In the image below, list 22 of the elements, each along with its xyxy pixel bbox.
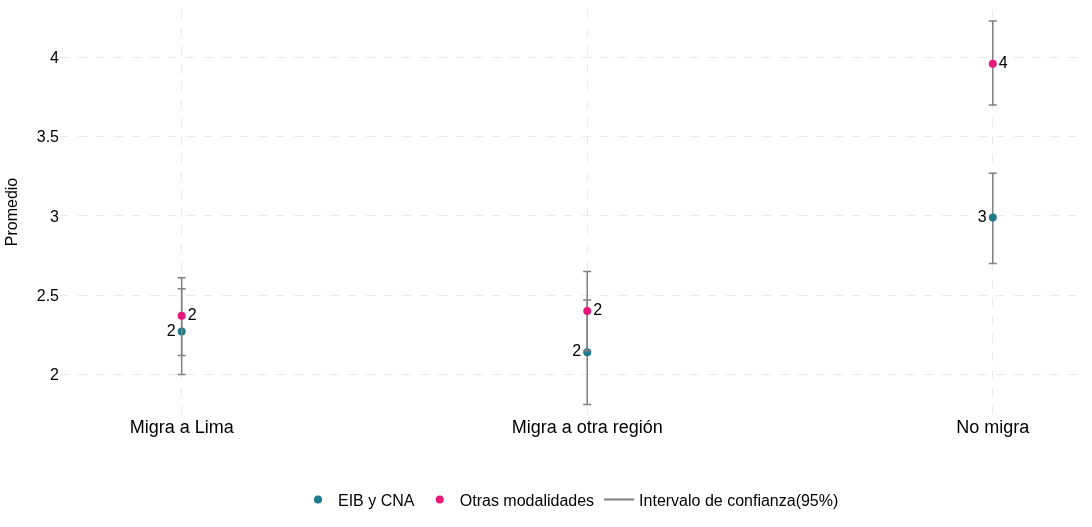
legend-label: EIB y CNA: [338, 491, 415, 509]
y-tick-label: 2: [50, 365, 60, 383]
point: [988, 213, 997, 222]
x-tick-label: Migra a Lima: [129, 417, 235, 437]
data-label: 2: [187, 305, 197, 323]
data-label: 2: [593, 301, 603, 319]
data-label: 2: [166, 321, 176, 339]
data-label: 4: [998, 53, 1008, 71]
y-tick-label: 3: [50, 207, 60, 225]
x-tick-label: Migra a otra región: [511, 417, 663, 437]
y-tick-label: 3.5: [36, 128, 60, 146]
y-axis-title: Promedio: [2, 177, 20, 247]
legend-label: Otras modalidades: [459, 491, 595, 509]
text: Intervalo de confianza(95%): [639, 491, 839, 509]
point: [177, 311, 186, 320]
data-label: 2: [572, 342, 582, 360]
y-tick-label: 4: [50, 49, 60, 67]
data-label: 3: [977, 207, 987, 225]
point: [988, 59, 997, 68]
x-tick-label: No migra: [956, 417, 1031, 437]
point: [583, 307, 592, 316]
y-tick-label: 2.5: [36, 286, 60, 304]
